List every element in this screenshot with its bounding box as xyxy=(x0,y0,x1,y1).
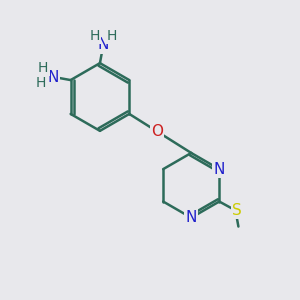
Text: H: H xyxy=(38,61,48,75)
Text: H: H xyxy=(36,76,46,90)
Text: N: N xyxy=(97,38,109,52)
Text: N: N xyxy=(185,210,197,225)
Text: N: N xyxy=(214,162,225,177)
Text: N: N xyxy=(47,70,58,85)
Text: O: O xyxy=(151,124,163,139)
Text: H: H xyxy=(106,29,117,43)
Text: H: H xyxy=(89,29,100,43)
Text: S: S xyxy=(232,203,242,218)
